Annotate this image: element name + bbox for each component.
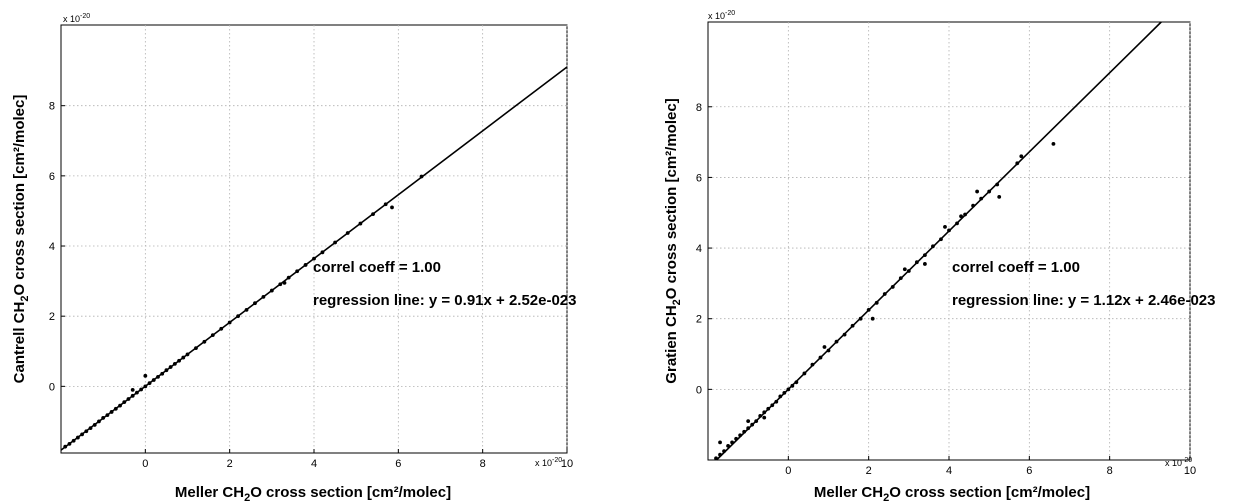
y-tick-label: 8	[696, 102, 702, 114]
regression-line	[715, 21, 1162, 461]
x-tick-label: 10	[561, 458, 573, 470]
regression-annotation: regression line: y = 0.91x + 2.52e-023	[313, 292, 577, 309]
correlation-annotation: correl coeff = 1.00	[313, 259, 441, 276]
y-tick-label: 2	[696, 314, 702, 326]
x-tick-label: 8	[1107, 465, 1113, 477]
x-tick-label: 6	[395, 458, 401, 470]
x-tick-labels: 0 2 4 6 8 10	[785, 465, 1196, 477]
x-tick-label: 8	[480, 458, 486, 470]
x-multiplier: x 10-20	[1165, 457, 1192, 468]
regression-line-path	[60, 66, 568, 451]
correlation-annotation: correl coeff = 1.00	[952, 259, 1080, 276]
data-point	[822, 345, 827, 349]
x-tick-label: 10	[1184, 465, 1196, 477]
regression-annotation: regression line: y = 1.12x + 2.46e-023	[952, 292, 1216, 309]
x-tick-label: 0	[785, 465, 791, 477]
x-tick-label: 2	[227, 458, 233, 470]
data-point	[943, 224, 947, 229]
data-point	[975, 189, 980, 194]
data-point	[902, 267, 907, 272]
data-point	[143, 373, 148, 378]
y-multiplier: x 10-20	[63, 13, 90, 24]
y-axis-label: Cantrell CH2O cross section [cm²/molec]	[11, 95, 31, 384]
x-tick-label: 0	[142, 458, 148, 470]
y-tick-label: 4	[49, 241, 55, 253]
data-point	[997, 194, 1002, 199]
regression-line-path	[715, 21, 1162, 461]
y-tick-label: 6	[696, 172, 702, 184]
x-tick-label: 2	[866, 465, 872, 477]
data-point	[390, 205, 394, 210]
x-tick-label: 6	[1026, 465, 1032, 477]
chart-gratien-vs-meller: 0 2 4 6 8 10 0 2 4 6 8 x 10-20 x 10-20 Meller CH2…	[663, 10, 1216, 504]
y-tick-label: 6	[49, 171, 55, 183]
y-tick-label: 4	[696, 243, 702, 255]
y-axis-label: Gratien CH2O cross section [cm²/molec]	[663, 98, 683, 383]
data-point	[1051, 141, 1056, 146]
y-multiplier: x 10-20	[708, 10, 735, 21]
x-axis-label: Meller CH2O cross section [cm²/molec]	[814, 484, 1090, 504]
y-tick-label: 0	[49, 381, 55, 393]
data-point	[1019, 154, 1024, 159]
y-tick-labels: 0 2 4 6 8	[49, 101, 55, 394]
y-tick-label: 8	[49, 101, 55, 113]
y-tick-labels: 0 2 4 6 8	[696, 102, 702, 397]
data-point	[870, 316, 875, 321]
x-tick-labels: 0 2 4 6 8 10	[142, 458, 573, 470]
y-tick-label: 2	[49, 311, 55, 323]
chart-cantrell-vs-meller: 0 2 4 6 8 10 0 2 4 6 8 x 10-20 x 10-20 Meller CH2…	[11, 13, 577, 504]
y-tick-label: 0	[696, 384, 702, 396]
regression-line	[60, 66, 568, 451]
x-tick-label: 4	[946, 465, 952, 477]
x-multiplier: x 10-20	[535, 457, 562, 468]
data-point	[746, 419, 751, 424]
data-point	[923, 262, 927, 266]
data-point	[130, 387, 135, 392]
x-axis-label: Meller CH2O cross section [cm²/molec]	[175, 484, 451, 504]
data-point	[718, 440, 722, 445]
data-point	[762, 415, 767, 420]
x-tick-label: 4	[311, 458, 317, 470]
